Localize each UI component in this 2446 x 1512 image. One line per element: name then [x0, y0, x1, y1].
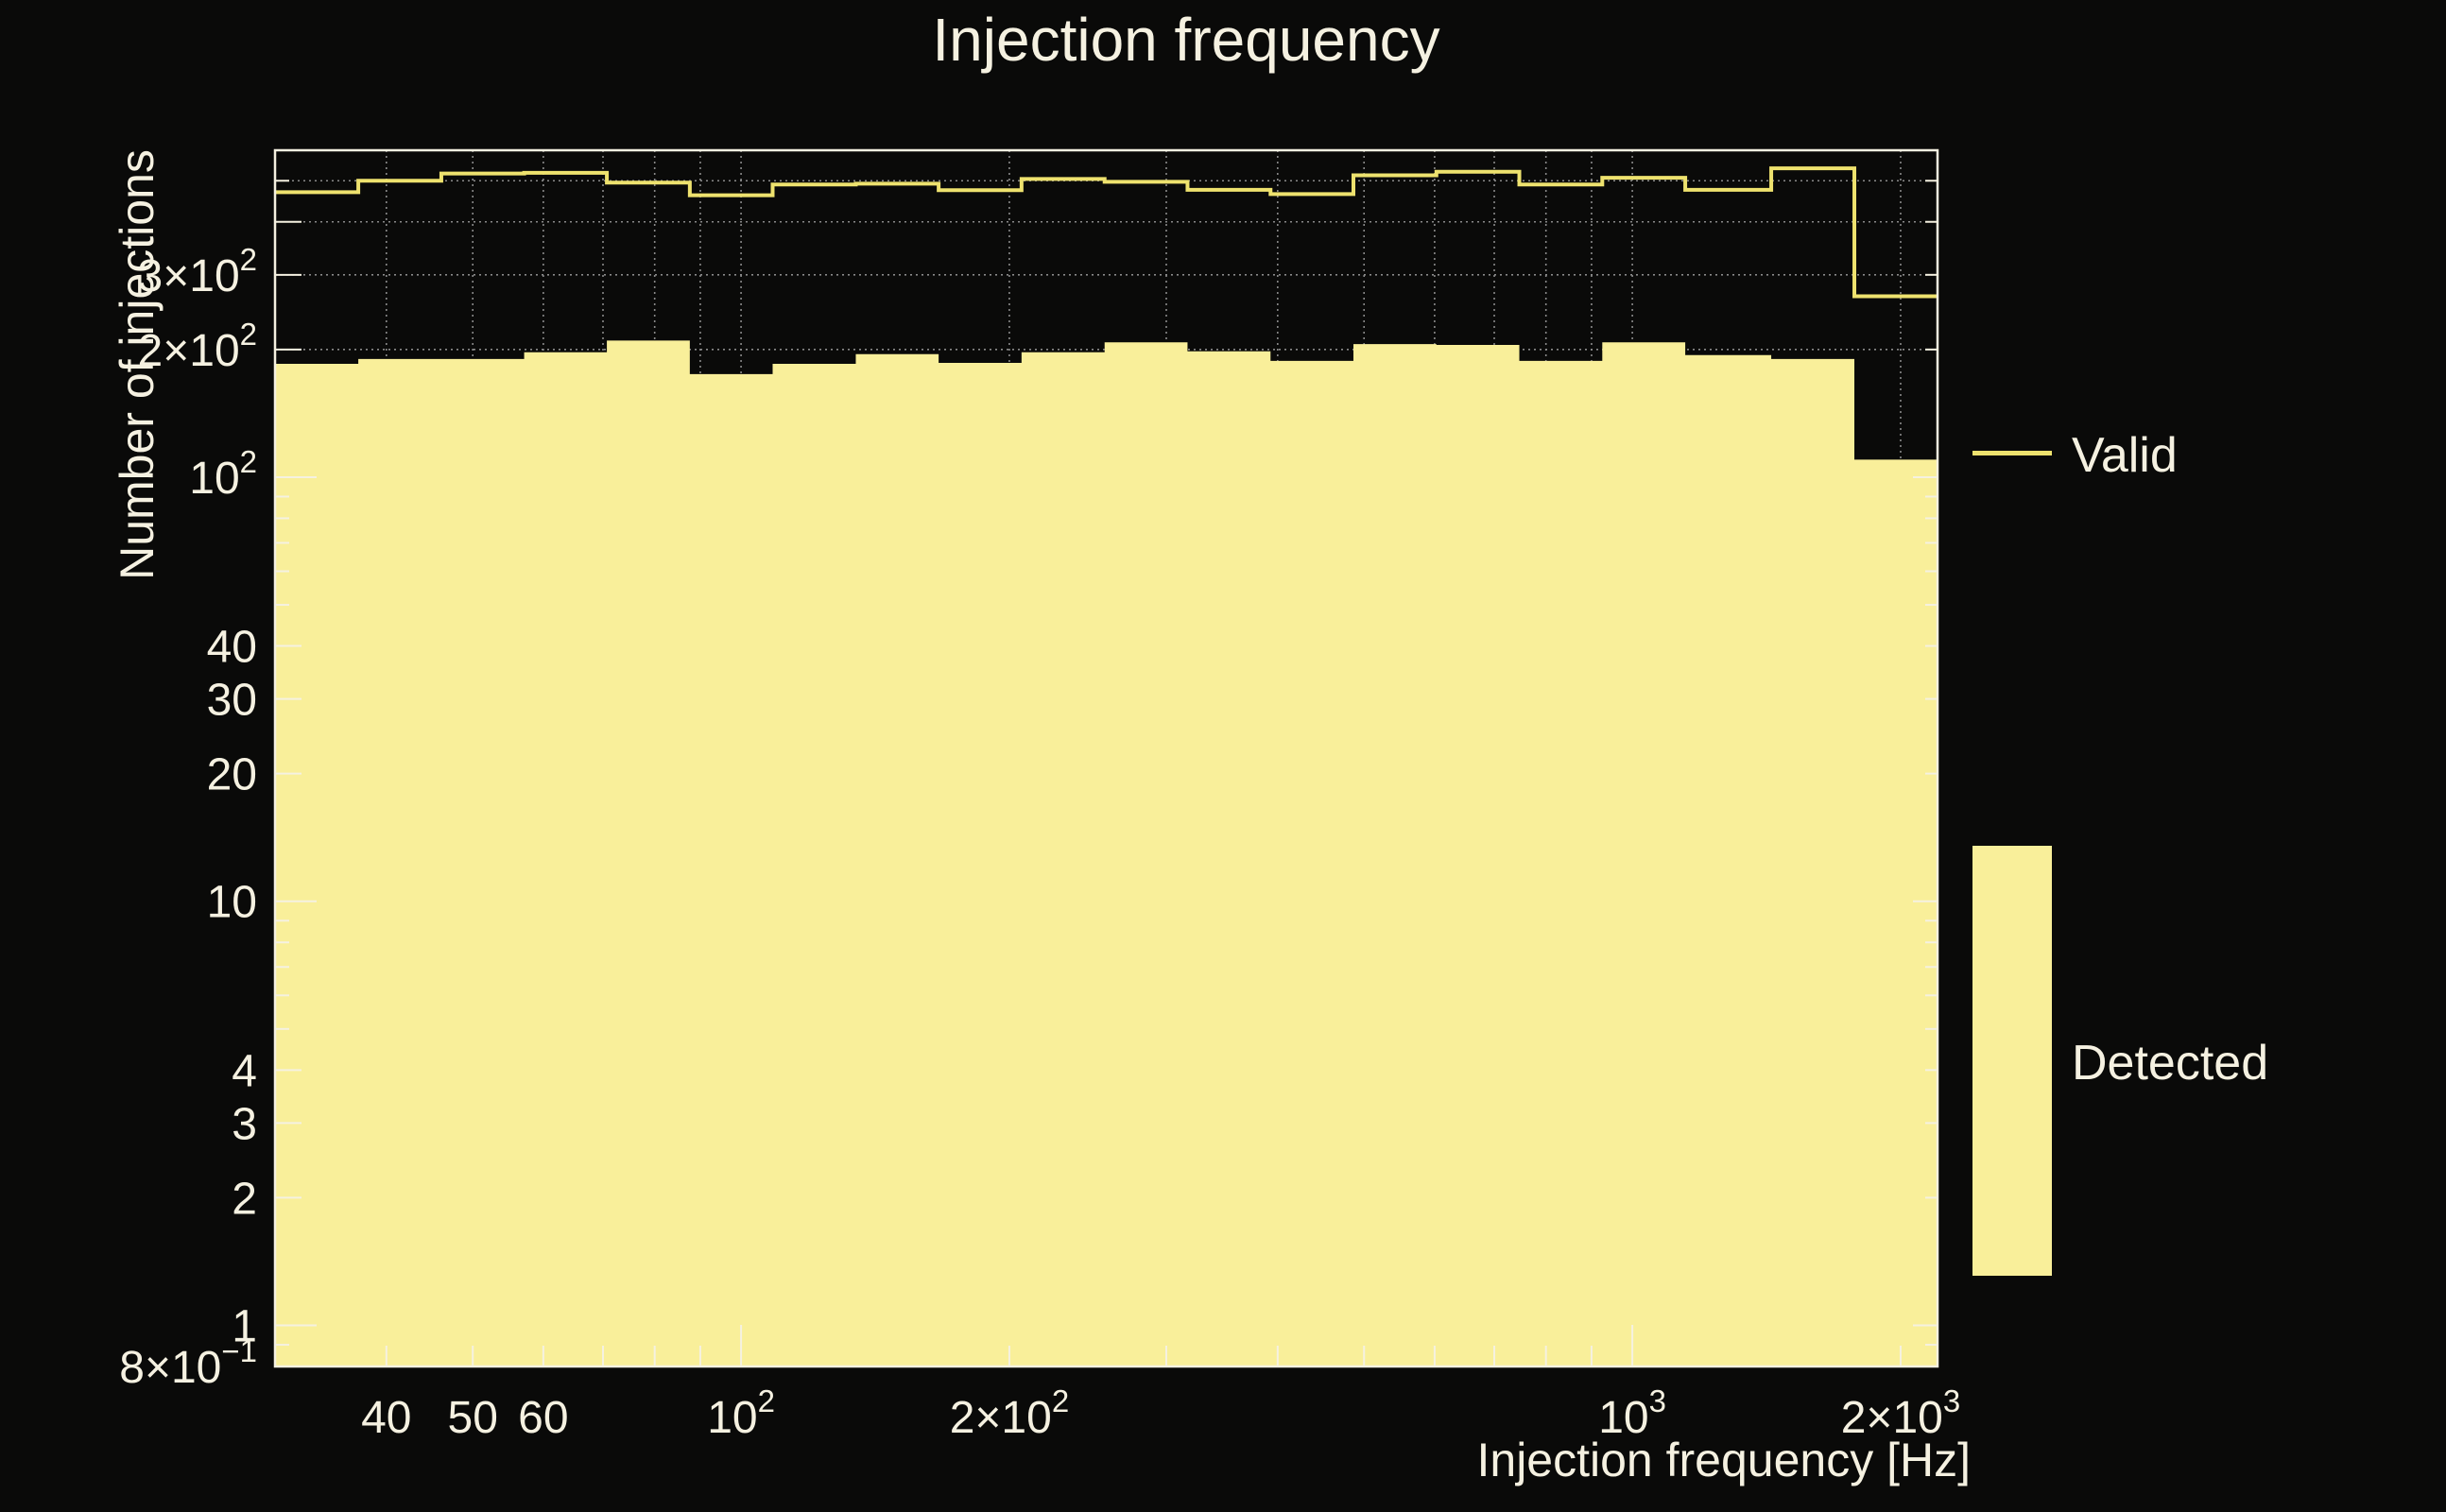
- y-tick-label: 2: [232, 1174, 257, 1224]
- detected-histogram-fill: [275, 340, 1938, 1367]
- y-tick-label: 3×102: [138, 242, 257, 301]
- y-tick-label: 8×10−1: [119, 1333, 257, 1393]
- y-tick-label: 102: [189, 444, 257, 504]
- x-tick-label: 60: [518, 1393, 568, 1443]
- x-tick-label: 2×103: [1841, 1383, 1960, 1443]
- legend-valid-label: Valid: [2072, 428, 2178, 483]
- y-tick-label: 1: [232, 1302, 257, 1352]
- y-axis-title: Number of injections: [111, 149, 164, 580]
- legend-detected-label: Detected: [2072, 1036, 2269, 1091]
- x-tick-label: 2×102: [950, 1383, 1069, 1443]
- y-tick-label: 3: [232, 1099, 257, 1149]
- y-tick-label: 4: [232, 1046, 257, 1096]
- plot-frame: [273, 148, 1939, 1368]
- chart-title: Injection frequency: [932, 6, 1440, 74]
- valid-histogram-line: [275, 166, 1938, 299]
- x-tick-label: 50: [448, 1393, 498, 1443]
- x-tick-label: 103: [1598, 1383, 1666, 1443]
- y-tick-label: 40: [207, 623, 257, 673]
- y-tick-label: 10: [207, 878, 257, 928]
- x-tick-label: 102: [707, 1383, 775, 1443]
- y-tick-label: 20: [207, 750, 257, 800]
- legend-valid-line-swatch: [1972, 451, 2052, 455]
- x-axis-title: Injection frequency [Hz]: [1476, 1434, 1972, 1486]
- x-tick-label: 40: [361, 1393, 411, 1443]
- y-tick-label: 30: [207, 676, 257, 726]
- legend-detected-box-swatch: [1972, 846, 2052, 1276]
- y-tick-label: 2×102: [138, 317, 257, 376]
